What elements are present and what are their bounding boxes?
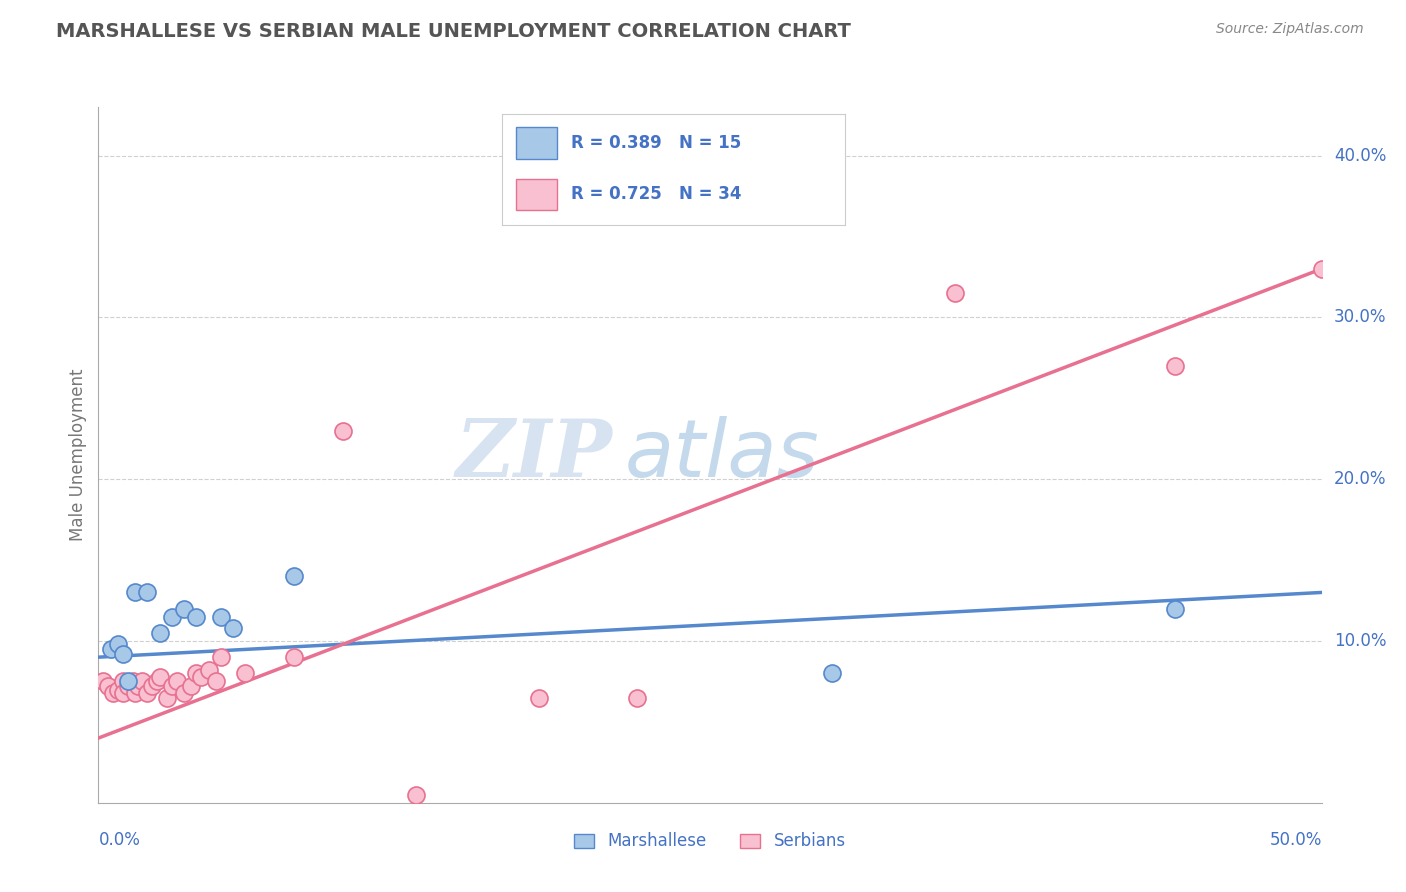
Point	[146, 674, 169, 689]
Y-axis label: Male Unemployment: Male Unemployment	[69, 368, 87, 541]
Point	[233, 666, 256, 681]
Text: 10.0%: 10.0%	[1334, 632, 1386, 650]
Point	[1164, 601, 1187, 615]
Point	[166, 674, 188, 689]
Point	[117, 674, 139, 689]
Point	[283, 569, 305, 583]
Point	[124, 686, 146, 700]
Point	[626, 690, 648, 705]
Text: Source: ZipAtlas.com: Source: ZipAtlas.com	[1216, 22, 1364, 37]
Point	[127, 679, 149, 693]
Point	[101, 686, 124, 700]
Point	[332, 424, 354, 438]
Legend: Marshallese, Serbians: Marshallese, Serbians	[568, 826, 852, 857]
Text: atlas: atlas	[624, 416, 820, 494]
Point	[117, 679, 139, 693]
Point	[141, 679, 163, 693]
Point	[160, 679, 183, 693]
Point	[156, 690, 179, 705]
Point	[527, 690, 550, 705]
Point	[222, 621, 245, 635]
Text: 30.0%: 30.0%	[1334, 309, 1386, 326]
Text: 20.0%: 20.0%	[1334, 470, 1386, 488]
Point	[197, 663, 219, 677]
Point	[283, 650, 305, 665]
Point	[209, 609, 232, 624]
Point	[405, 788, 427, 802]
Point	[124, 585, 146, 599]
Point	[173, 686, 195, 700]
Text: ZIP: ZIP	[456, 417, 612, 493]
Point	[111, 647, 134, 661]
Point	[136, 686, 159, 700]
Point	[1164, 359, 1187, 373]
Point	[160, 609, 183, 624]
Text: MARSHALLESE VS SERBIAN MALE UNEMPLOYMENT CORRELATION CHART: MARSHALLESE VS SERBIAN MALE UNEMPLOYMENT…	[56, 22, 851, 41]
Point	[186, 666, 208, 681]
Point	[943, 286, 966, 301]
Point	[209, 650, 232, 665]
Point	[821, 666, 844, 681]
Point	[136, 585, 159, 599]
Point	[205, 674, 228, 689]
Point	[131, 674, 153, 689]
Text: 40.0%: 40.0%	[1334, 146, 1386, 165]
Point	[111, 686, 134, 700]
Point	[121, 674, 143, 689]
Point	[180, 679, 202, 693]
Point	[111, 674, 134, 689]
Point	[173, 601, 195, 615]
Point	[91, 674, 114, 689]
Point	[107, 637, 129, 651]
Point	[149, 670, 172, 684]
Point	[149, 626, 172, 640]
Point	[186, 609, 208, 624]
Point	[100, 642, 122, 657]
Point	[1310, 261, 1333, 276]
Point	[190, 670, 212, 684]
Text: 0.0%: 0.0%	[98, 830, 141, 848]
Point	[97, 679, 120, 693]
Point	[107, 682, 129, 697]
Text: 50.0%: 50.0%	[1270, 830, 1322, 848]
